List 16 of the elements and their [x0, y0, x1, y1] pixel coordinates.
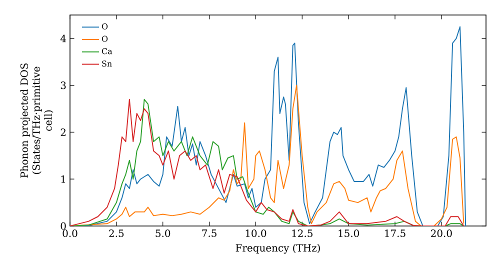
x-tick-label: 0.0 — [62, 230, 78, 238]
x-tick-label: 7.5 — [202, 230, 216, 237]
x-axis-title: Frequency (THz) — [236, 244, 320, 254]
x-tick-label: 20.0 — [431, 230, 452, 238]
x-tick-label: 10.0 — [246, 230, 266, 238]
y-tick-label: 3 — [60, 82, 66, 90]
y-tick-label: 1 — [61, 175, 66, 183]
x-tick-label: 15.0 — [338, 230, 360, 238]
y-tick-label: 0 — [60, 222, 66, 230]
y-tick-label: 2 — [60, 128, 66, 136]
y-axis-title: Phonon projected DOS (States/THz·primitive cell) — [20, 63, 54, 178]
x-tick-label: 17.5 — [385, 230, 406, 238]
x-tick-label: 12.5 — [292, 230, 312, 238]
x-tick-label: 2.5 — [109, 230, 124, 238]
y-tick-label: 4 — [60, 34, 66, 42]
x-tick-label: 5.0 — [156, 230, 170, 238]
